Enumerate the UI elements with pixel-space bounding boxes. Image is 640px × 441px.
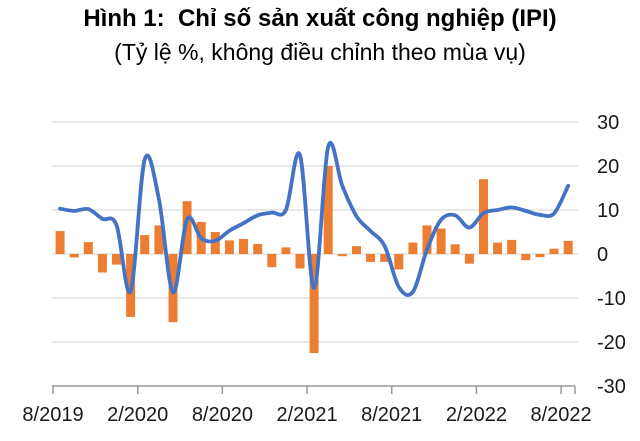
trend-line bbox=[58, 141, 571, 297]
x-axis-label: 8/2022 bbox=[531, 404, 592, 426]
bar-12/2021 bbox=[450, 244, 460, 254]
bar-9/2019 bbox=[69, 254, 79, 258]
bar-7/2021 bbox=[380, 254, 390, 262]
bar-12/2020 bbox=[281, 247, 291, 254]
bar-1/2022 bbox=[464, 254, 474, 264]
y-axis-label: -10 bbox=[597, 288, 626, 310]
x-axis-label: 8/2021 bbox=[361, 404, 422, 426]
bar-12/2019 bbox=[112, 254, 121, 265]
y-axis-label: 10 bbox=[597, 200, 619, 222]
y-axis-label: 20 bbox=[597, 156, 619, 178]
bar-3/2020 bbox=[154, 225, 164, 254]
bar-2/2021 bbox=[309, 254, 319, 353]
bar-10/2021 bbox=[422, 225, 432, 254]
bar-8/2019 bbox=[55, 231, 65, 254]
bar-2/2020 bbox=[140, 235, 150, 254]
bar-6/2022 bbox=[535, 254, 545, 258]
bar-10/2020 bbox=[253, 243, 263, 254]
x-axis-label: 2/2020 bbox=[107, 404, 168, 426]
bar-5/2021 bbox=[352, 246, 361, 254]
y-axis-label: -30 bbox=[597, 376, 626, 398]
bar-3/2022 bbox=[493, 242, 503, 254]
bar-11/2020 bbox=[267, 254, 277, 268]
bar-8/2022 bbox=[563, 240, 573, 254]
bar-7/2022 bbox=[549, 248, 559, 254]
bar-1/2021 bbox=[295, 254, 305, 269]
y-axis-label: 30 bbox=[597, 112, 619, 134]
bar-10/2019 bbox=[83, 242, 93, 254]
bar-5/2020 bbox=[182, 201, 192, 254]
y-axis-label: 0 bbox=[597, 244, 608, 266]
bar-11/2021 bbox=[436, 228, 446, 254]
bar-6/2021 bbox=[366, 254, 376, 262]
bar-9/2021 bbox=[408, 242, 418, 254]
x-axis-label: 8/2019 bbox=[22, 404, 83, 426]
bar-4/2021 bbox=[337, 254, 347, 257]
bar-7/2020 bbox=[210, 232, 220, 254]
bar-3/2021 bbox=[323, 166, 333, 254]
bar-9/2020 bbox=[239, 239, 248, 254]
bar-8/2020 bbox=[224, 240, 234, 254]
x-axis-label: 8/2020 bbox=[192, 404, 253, 426]
x-axis-label: 2/2021 bbox=[277, 404, 338, 426]
bar-4/2022 bbox=[507, 239, 517, 254]
figure-title: Hình 1: Chỉ số sản xuất công nghiệp (IPI… bbox=[83, 5, 557, 32]
x-axis-label: 2/2022 bbox=[446, 404, 507, 426]
bar-5/2022 bbox=[521, 254, 531, 261]
bar-11/2019 bbox=[97, 254, 107, 273]
bar-8/2021 bbox=[394, 254, 404, 270]
figure-subtitle: (Tỷ lệ %, không điều chỉnh theo mùa vụ) bbox=[114, 39, 526, 65]
y-axis-label: -20 bbox=[597, 332, 626, 354]
bar-2/2022 bbox=[479, 179, 488, 254]
